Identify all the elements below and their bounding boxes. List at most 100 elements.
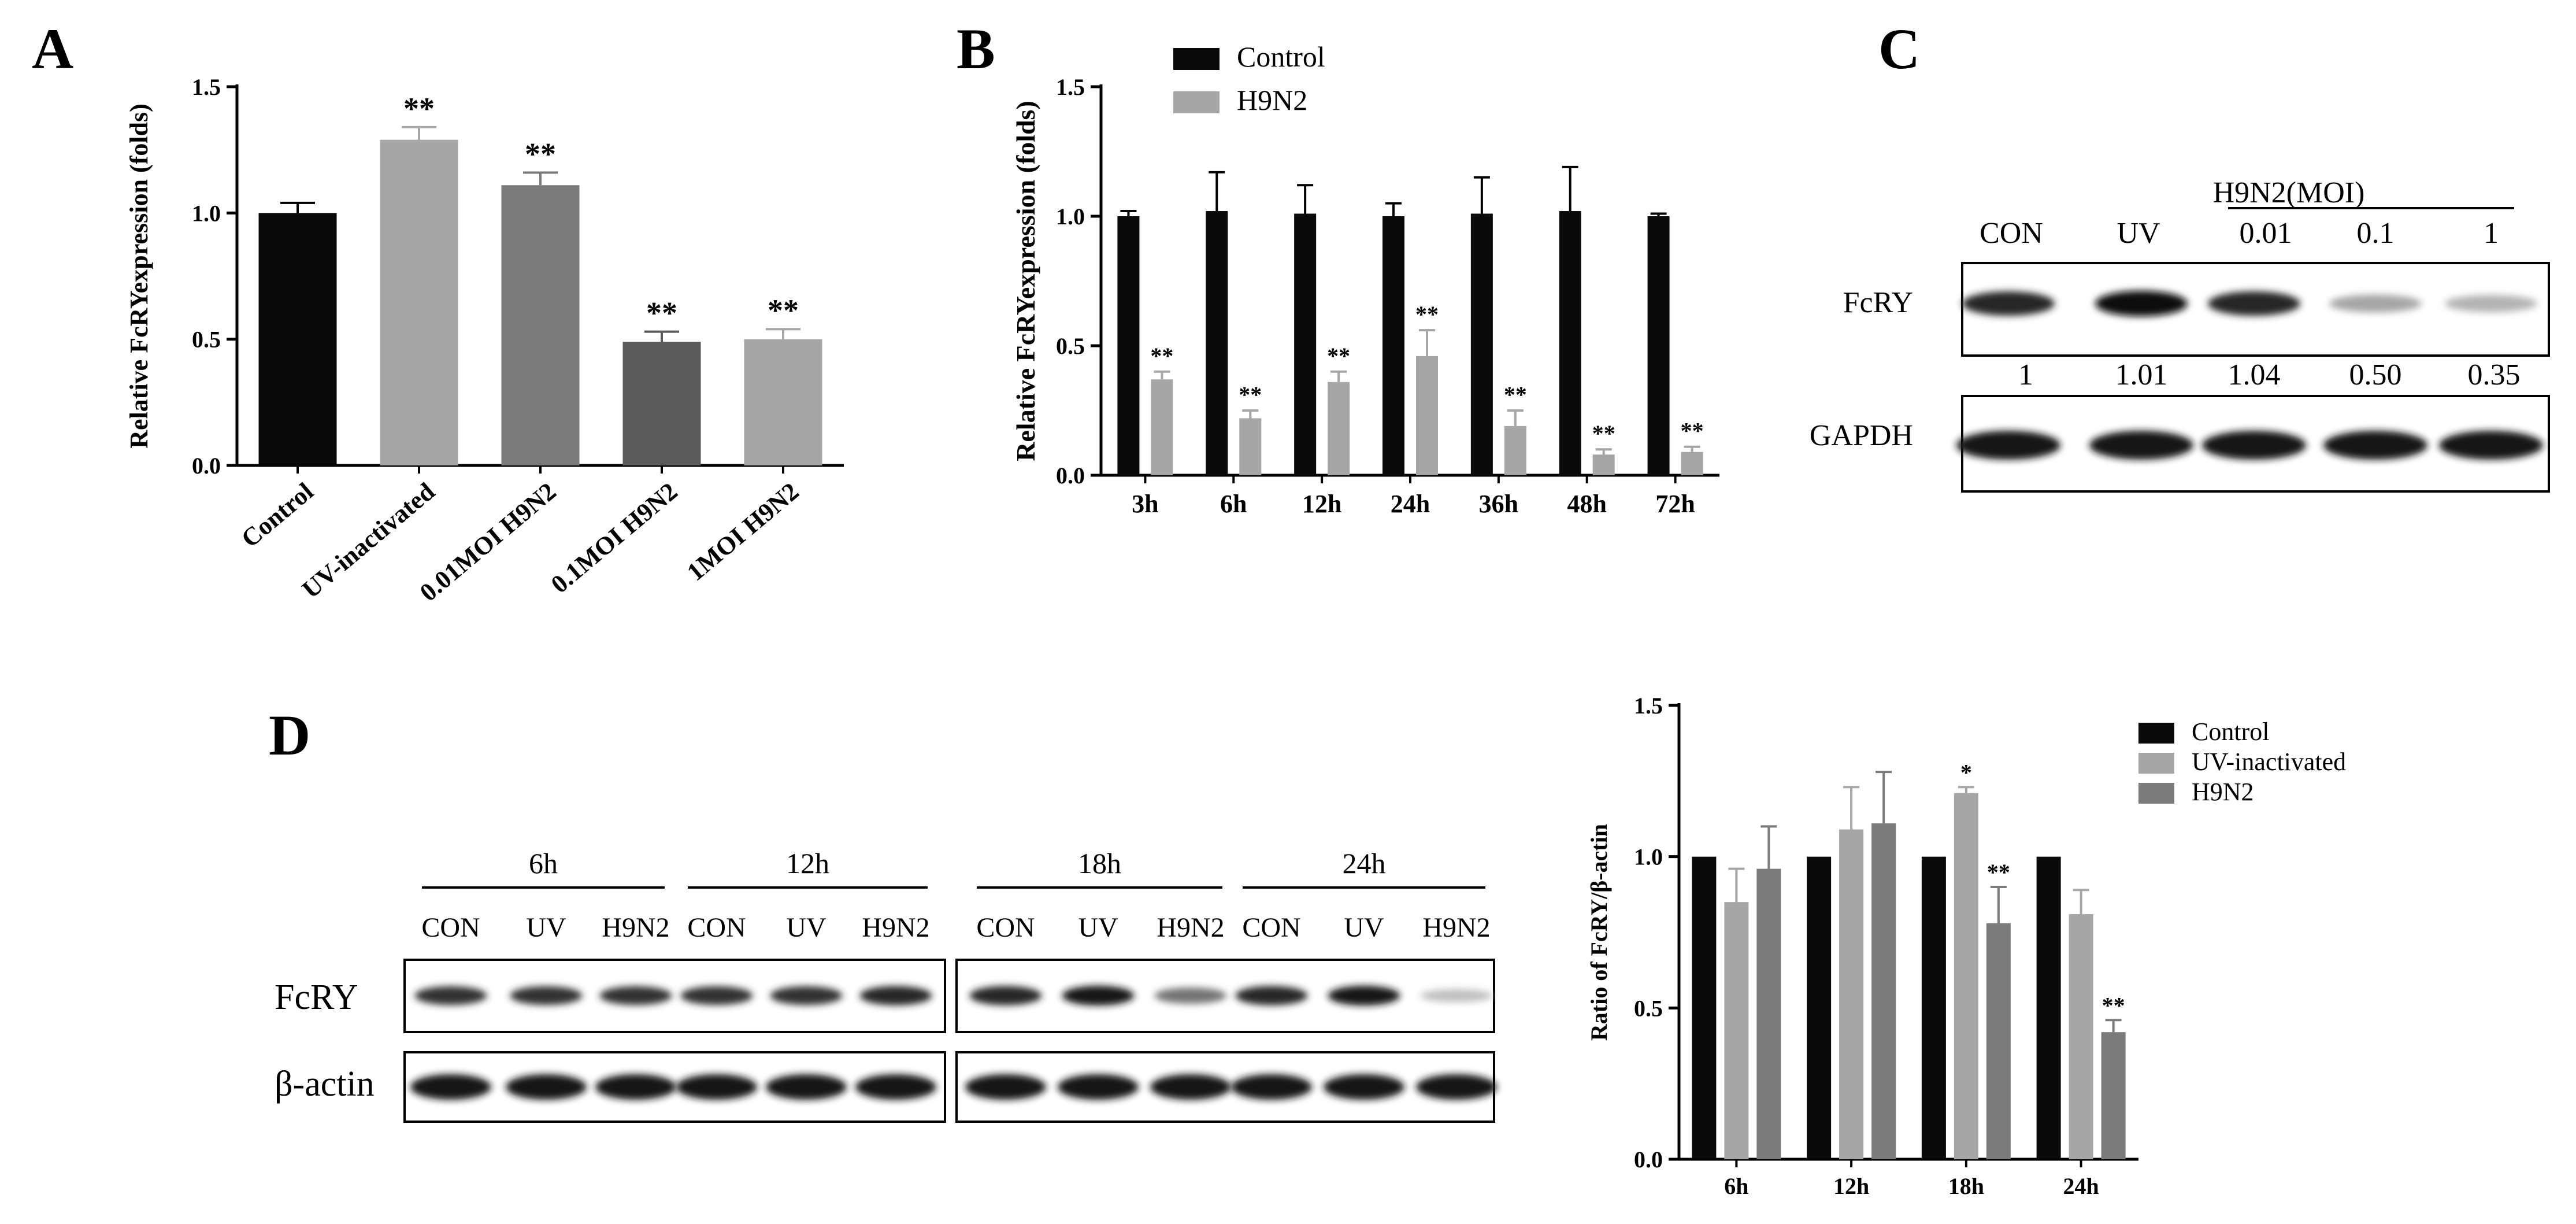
blot-c-fcry-band [1962,291,2055,316]
significance-mark: ** [1681,418,1704,444]
blot-d-actin-band [1416,1074,1497,1100]
legend-label: H9N2 [2192,778,2254,806]
blot-d-fcry-band [1420,989,1493,1003]
blot-d-lane-label: CON [421,912,480,943]
bar [1470,213,1493,475]
blot-d-lane-label: UV [786,912,826,943]
legend-label: H9N2 [1237,84,1307,116]
y-tick-label: 0.0 [1056,463,1085,489]
panel-label-b: B [957,17,995,81]
blot-c-gapdh-band [1956,431,2060,460]
bar [1504,426,1526,475]
legend-swatch [1173,91,1220,113]
y-axis-label: Relative FcRYexpression (folds) [125,103,153,448]
blot-c-lane-label: CON [1980,217,2043,250]
bar [1382,216,1404,475]
blot-c-lane-label: UV [2117,217,2160,250]
significance-mark: ** [1239,382,1262,408]
blot-d-fcry-band [969,986,1042,1005]
blot-c-lane-label: 0.1 [2357,217,2395,250]
bar [1724,902,1749,1159]
chart-panel-a: 0.0 0.5 1.0 1.5 Relative FcRYexpression (fol… [125,74,844,607]
bar [1807,856,1832,1159]
bar [1756,868,1781,1159]
bar [1206,211,1228,475]
bar [2101,1032,2126,1159]
blot-d-group-label: 18h [1078,847,1121,879]
legend-swatch [2138,723,2174,744]
blot-d-actin-band [1150,1074,1231,1100]
blot-c-gapdh-band [2439,431,2543,460]
blot-d-lane-label: H9N2 [862,912,929,943]
significance-mark: ** [768,293,799,328]
blot-c-fcry-band [2095,290,2188,317]
blot-d-row-label-fcry: FcRY [275,978,358,1017]
blot-d-fcry-band [859,986,932,1005]
blot-d-group-label: 24h [1343,847,1386,879]
blot-d-lane-label: CON [976,912,1035,943]
bar [1647,216,1670,475]
bar [1117,216,1140,475]
blot-d-actin-band [1058,1074,1139,1100]
legend-label: UV-inactivated [2192,748,2346,776]
bar [380,139,458,465]
blot-d-lane-label: UV [1078,912,1118,943]
y-tick-label: 0.5 [192,327,221,353]
blot-d-actin-band [1231,1074,1312,1100]
y-axis-label: Ratio of FcRY/β-actin [1586,824,1612,1041]
blot-c-quant: 0.50 [2349,358,2402,391]
bar [1328,382,1350,475]
bar [258,213,337,465]
blot-c-gapdh-band [2089,431,2193,460]
x-tick-label: 0.1MOI H9N2 [546,477,683,598]
blot-c-fcry-band [2445,295,2537,312]
y-tick-label: 1.0 [1634,844,1663,870]
bar [622,342,701,465]
blot-c-gapdh-bands [1956,431,2543,460]
blot-c-quant: 1.04 [2228,358,2281,391]
blot-c-gapdh-band [2202,431,2306,460]
blot-c-quant: 0.35 [2468,358,2521,391]
blot-d-fcry-band [770,986,843,1005]
y-tick-label: 0.5 [1634,995,1663,1021]
blot-d-fcry-band [599,986,672,1005]
blot-d-row-label-actin: β-actin [275,1064,375,1104]
bar [1681,452,1703,475]
significance-mark: ** [525,136,556,171]
x-tick-label: 18h [1948,1173,1984,1199]
y-tick-label: 1.0 [192,200,221,226]
x-tick-label: 1MOI H9N2 [681,477,804,586]
x-tick-label: 3h [1132,490,1158,518]
legend-swatch [2138,783,2174,804]
bar [1871,823,1896,1159]
blot-d-lane-label: H9N2 [1157,912,1224,943]
legend-label: Control [2192,718,2269,746]
blot-d-lane-label: H9N2 [1422,912,1490,943]
legend-label: Control [1237,40,1325,73]
y-tick-label: 0.0 [192,453,221,479]
blot-d-actin-band [595,1074,676,1100]
panel-label-c: C [1878,17,1920,81]
panel-label-a: A [32,17,73,81]
blot-d-actin-band [676,1074,757,1100]
blot-d-lane-label: CON [1242,912,1300,943]
blot-d-group-label: 6h [529,847,558,879]
x-tick-label: 24h [1391,490,1430,518]
blot-c-quant: 1 [2018,358,2033,391]
blot-c-row-label-fcry: FcRY [1843,286,1913,319]
blot-c-row-label-gapdh: GAPDH [1810,419,1913,452]
legend-swatch [1173,48,1220,70]
bar [1294,213,1317,475]
blot-c-quant: 1.01 [2115,358,2168,391]
legend-swatch [2138,753,2174,774]
y-tick-label: 1.5 [192,74,221,100]
blot-d-lane-label: CON [687,912,746,943]
significance-mark: ** [1592,420,1615,446]
chart-panel-b: 0.0 0.5 1.0 1.5 Relative FcRYexpression (fol… [1011,40,1719,518]
significance-mark: ** [1150,343,1173,369]
blot-d-fcry-band [510,986,583,1005]
bar [1592,454,1615,475]
blot-d-fcry-band [1235,986,1308,1005]
